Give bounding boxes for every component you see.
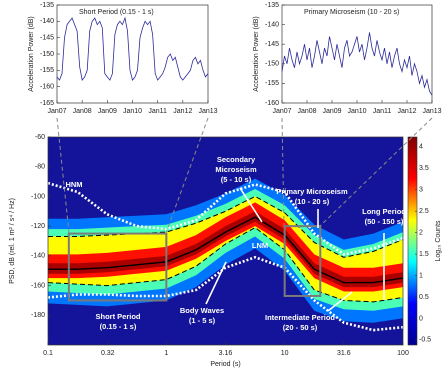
y-axis-label: PSD, dB (rel. 1 m² / s⁴ / Hz) [9, 198, 16, 284]
arrow [327, 291, 353, 312]
x-tick-label: 3.16 [219, 350, 233, 357]
annotation: (10 - 20 s) [295, 197, 330, 206]
colorbar-tick-label: 1.5 [419, 251, 429, 258]
x-tick-label: Jan11 [373, 108, 392, 115]
x-tick-label: Jan13 [422, 108, 441, 115]
colorbar-tick-label: 2.5 [419, 208, 429, 215]
y-tick-label: -135 [265, 2, 279, 9]
colorbar-tick-label: 1 [419, 272, 423, 279]
connector [319, 117, 433, 227]
y-tick-label: -120 [31, 223, 45, 230]
x-tick-label: Jan12 [173, 108, 192, 115]
annotation: (1 - 5 s) [189, 316, 216, 325]
colorbar-tick-label: 3.5 [419, 165, 429, 172]
annotation: Intermediate Period [265, 313, 335, 322]
chart-title: Short Period (0.15 - 1 s) [79, 9, 154, 16]
x-tick-label: 0.32 [101, 350, 115, 357]
annotation: Secondary [217, 155, 256, 164]
y-tick-label: -165 [40, 100, 54, 107]
y-tick-label: -140 [31, 253, 45, 260]
annotation: LNM [252, 241, 268, 250]
connector [56, 117, 70, 234]
annotation: Body Waves [180, 306, 224, 315]
plot-area [56, 4, 209, 104]
colorbar-tick-label: 2 [419, 229, 423, 236]
y-axis-label: Acceleration Power (dB) [28, 16, 35, 91]
y-tick-label: -155 [265, 80, 279, 87]
annotation: Long Period [362, 207, 406, 216]
x-axis-label: Period (s) [210, 361, 240, 368]
y-tick-label: -145 [40, 35, 54, 42]
colorbar-tick-label: 0 [419, 315, 423, 322]
colorbar-tick-label: -0.5 [419, 337, 431, 344]
x-tick-label: Jan07 [272, 108, 291, 115]
highlight-box [67, 232, 168, 302]
annotation: (50 - 150 s) [365, 217, 404, 226]
series-line [56, 16, 209, 82]
y-tick-label: -80 [35, 164, 45, 171]
colorbar-tick-label: 0.5 [419, 294, 429, 301]
curve [48, 181, 403, 256]
annotation: HNM [65, 180, 82, 189]
plot-content [48, 178, 403, 332]
connector-lines [56, 117, 433, 234]
y-tick-label: -135 [40, 2, 54, 9]
curve [48, 195, 403, 258]
arrow [205, 261, 227, 305]
y-tick-label: -150 [265, 61, 279, 68]
y-tick-label: -145 [265, 41, 279, 48]
x-tick-label: Jan09 [98, 108, 117, 115]
arrow [239, 187, 263, 223]
y-tick-label: -155 [40, 67, 54, 74]
annotation: Primary Microseism [276, 187, 348, 196]
curve [48, 227, 403, 303]
y-tick-label: -160 [265, 100, 279, 107]
x-tick-label: 1 [164, 350, 168, 357]
x-tick-label: Jan13 [198, 108, 217, 115]
annotation: (5 - 10 s) [221, 175, 252, 184]
y-axis-label: Acceleration Power (dB) [253, 16, 260, 91]
colorbar-tick-label: 4 [419, 144, 423, 151]
y-tick-label: -150 [40, 51, 54, 58]
x-tick-label: 31.6 [337, 350, 351, 357]
main-pdf: -180-160-140-120-100-80-600.1 0.32 1 3.16 10… [9, 134, 442, 368]
y-tick-label: -180 [31, 312, 45, 319]
x-tick-label: Jan07 [47, 108, 66, 115]
x-tick-label: Jan12 [397, 108, 416, 115]
highlight-box [283, 225, 322, 297]
colorbar-tick-label: 3 [419, 187, 423, 194]
x-tick-label: 0.1 [43, 350, 53, 357]
annotation: Microseism [215, 165, 257, 174]
y-tick-label: -140 [265, 21, 279, 28]
inset-primary-microseism: -160 -155 -150 -145 -140 -135 Jan07 Jan08 Jan09 J… [253, 2, 442, 115]
y-tick-label: -100 [31, 193, 45, 200]
chart-title: Primary Microseism (10 - 20 s) [304, 9, 399, 16]
y-tick-label: -160 [31, 282, 45, 289]
colorbar-label: Log₁₀ Counts [435, 220, 442, 262]
inset-short-period: -165 -160 -155 -150 -145 -140 -135 Jan07 Jan08 Ja… [28, 2, 218, 115]
x-tick-label: Jan10 [347, 108, 366, 115]
colorbar [407, 136, 418, 346]
annotation-arrows [205, 187, 385, 312]
curve [48, 255, 403, 332]
y-tick-label: -60 [35, 134, 45, 141]
x-tick-label: Jan08 [73, 108, 92, 115]
x-tick-label: Jan10 [123, 108, 142, 115]
curve [48, 216, 403, 284]
plot-area [281, 4, 433, 104]
x-tick-label: Jan11 [148, 108, 167, 115]
x-tick-label: 10 [281, 350, 289, 357]
y-tick-label: -160 [40, 84, 54, 91]
annotation: (20 - 50 s) [283, 323, 318, 332]
x-tick-label: 100 [397, 350, 409, 357]
series-line [281, 32, 433, 96]
annotation: Short Period [95, 312, 140, 321]
annotation: (0.15 - 1 s) [100, 322, 137, 331]
x-tick-label: Jan09 [322, 108, 341, 115]
y-tick-label: -140 [40, 18, 54, 25]
x-tick-label: Jan08 [297, 108, 316, 115]
